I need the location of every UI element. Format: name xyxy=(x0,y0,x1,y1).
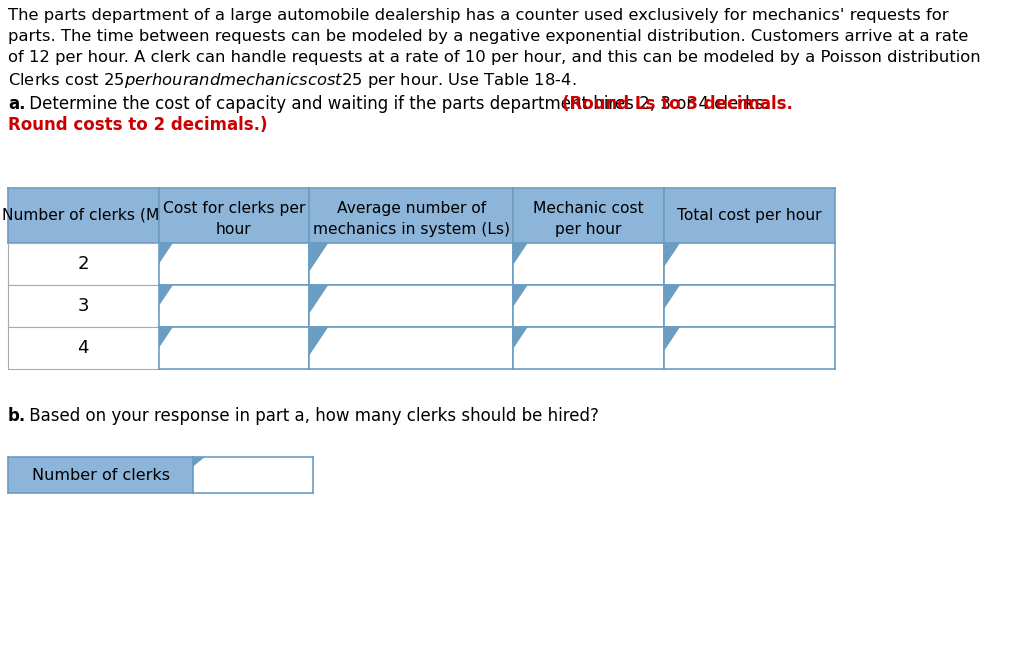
Polygon shape xyxy=(664,327,679,350)
Polygon shape xyxy=(664,285,679,308)
Text: Based on your response in part a, how many clerks should be hired?: Based on your response in part a, how ma… xyxy=(24,407,599,425)
Text: per hour: per hour xyxy=(555,221,622,237)
Text: Round costs to 2 decimals.): Round costs to 2 decimals.) xyxy=(8,116,267,134)
Polygon shape xyxy=(159,243,172,263)
Polygon shape xyxy=(159,285,172,305)
Text: 2: 2 xyxy=(78,255,89,273)
Text: Number of clerks: Number of clerks xyxy=(32,467,170,483)
Text: (Round Ls to 3 decimals.: (Round Ls to 3 decimals. xyxy=(562,95,793,113)
Polygon shape xyxy=(513,243,526,263)
Text: 4: 4 xyxy=(78,339,89,357)
Polygon shape xyxy=(664,243,679,266)
Text: a.: a. xyxy=(8,95,26,113)
Text: hour: hour xyxy=(216,221,252,237)
Polygon shape xyxy=(513,327,526,347)
Polygon shape xyxy=(309,285,328,313)
Polygon shape xyxy=(309,243,328,270)
Text: Cost for clerks per: Cost for clerks per xyxy=(163,202,305,216)
Text: Total cost per hour: Total cost per hour xyxy=(677,208,821,223)
Polygon shape xyxy=(513,285,526,305)
Text: Clerks cost $25 per hour and mechanics cost $25 per hour. Use Table 18-4.: Clerks cost $25 per hour and mechanics c… xyxy=(8,71,577,90)
Polygon shape xyxy=(193,457,204,465)
Polygon shape xyxy=(309,327,328,354)
Text: b.: b. xyxy=(8,407,27,425)
Polygon shape xyxy=(159,327,172,347)
Text: parts. The time between requests can be modeled by a negative exponential distri: parts. The time between requests can be … xyxy=(8,29,969,44)
Text: Mechanic cost: Mechanic cost xyxy=(534,202,644,216)
Text: mechanics in system (Ls): mechanics in system (Ls) xyxy=(312,221,510,237)
Text: of 12 per hour. A clerk can handle requests at a rate of 10 per hour, and this c: of 12 per hour. A clerk can handle reque… xyxy=(8,50,981,65)
Text: Average number of: Average number of xyxy=(337,202,485,216)
Text: Determine the cost of capacity and waiting if the parts department hires 2, 3 or: Determine the cost of capacity and waiti… xyxy=(24,95,779,113)
Text: 3: 3 xyxy=(78,297,89,315)
Text: The parts department of a large automobile dealership has a counter used exclusi: The parts department of a large automobi… xyxy=(8,8,948,23)
Text: Number of clerks (M): Number of clerks (M) xyxy=(2,208,165,223)
